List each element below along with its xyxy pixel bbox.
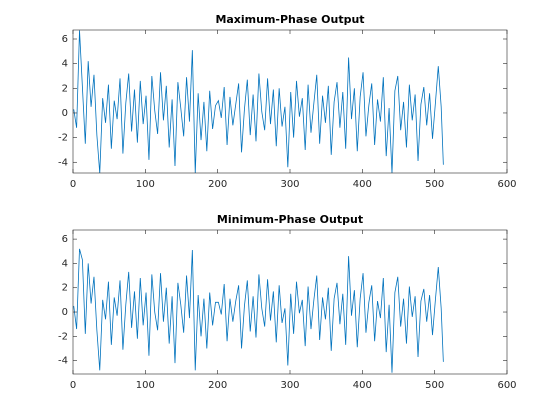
x-tick-label: 200	[208, 380, 227, 391]
data-line	[73, 30, 444, 173]
y-tick-label: 6	[62, 234, 68, 245]
chart-title: Minimum-Phase Output	[217, 213, 363, 226]
y-tick-label: 0	[62, 307, 68, 318]
x-tick-label: 600	[497, 179, 516, 190]
x-tick-label: 100	[136, 380, 155, 391]
y-tick-label: 2	[62, 283, 68, 294]
x-tick-label: 500	[425, 179, 444, 190]
x-tick-label: 100	[136, 179, 155, 190]
y-tick-label: -2	[58, 331, 68, 342]
x-tick-label: 0	[70, 380, 76, 391]
data-line	[73, 248, 444, 373]
x-tick-label: 300	[280, 179, 299, 190]
x-tick-label: 500	[425, 380, 444, 391]
x-tick-label: 400	[353, 179, 372, 190]
y-tick-label: -2	[58, 133, 68, 144]
y-tick-label: 4	[62, 258, 68, 269]
y-tick-label: -4	[58, 157, 68, 168]
x-tick-label: 300	[280, 380, 299, 391]
axes: 0 100 200 300 400 500 600 -4 -2 0 2 4 6 Minimum-Phase…	[58, 213, 517, 391]
y-tick-label: 6	[62, 34, 68, 45]
x-tick-label: 400	[353, 380, 372, 391]
x-tick-label: 200	[208, 179, 227, 190]
y-tick-label: 2	[62, 83, 68, 94]
y-tick-label: -4	[58, 356, 68, 367]
x-tick-label: 0	[70, 179, 76, 190]
chart-title: Maximum-Phase Output	[215, 13, 364, 26]
x-tick-label: 600	[497, 380, 516, 391]
y-tick-label: 4	[62, 59, 68, 70]
axes: 0 100 200 300 400 500 600 -4 -2 0 2 4 6 Maximum-Phase…	[58, 13, 517, 190]
y-tick-label: 0	[62, 108, 68, 119]
